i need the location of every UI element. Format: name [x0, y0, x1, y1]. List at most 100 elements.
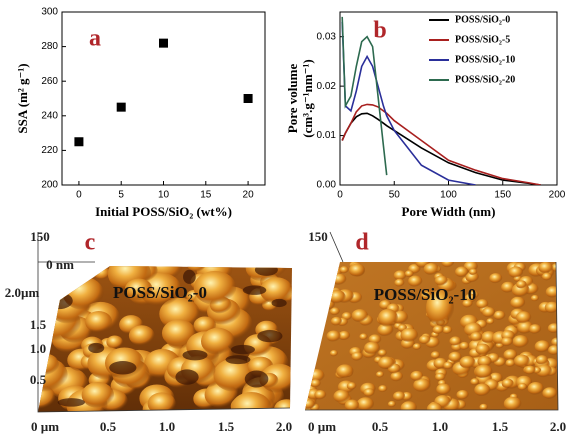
- afm-shadow: [255, 264, 278, 276]
- afm-grain: [187, 257, 206, 272]
- afm-grain: [529, 324, 541, 334]
- x-tick-label: 10: [158, 190, 170, 201]
- afm-shadow: [245, 370, 269, 387]
- x-tick-label: 0: [76, 190, 82, 201]
- legend-label: POSS/SiO₂-10: [455, 54, 515, 65]
- afm-shadow: [243, 285, 267, 295]
- afm-grain: [364, 388, 375, 397]
- x-tick-label: 2.0: [276, 419, 292, 434]
- series-line: [342, 22, 475, 185]
- afm-grain: [435, 373, 445, 381]
- afm-grain: [460, 356, 476, 369]
- afm-grain: [538, 262, 553, 274]
- x-tick-label: 20: [243, 190, 255, 201]
- data-point: [244, 94, 253, 103]
- y-tick-label: 0.00: [317, 180, 337, 191]
- data-point: [117, 103, 126, 112]
- afm-grain: [548, 345, 561, 355]
- sample-label: POSS/SiO₂-10: [374, 285, 476, 304]
- afm-grain: [475, 365, 492, 379]
- afm-grain: [148, 392, 176, 415]
- afm-shadow: [183, 350, 208, 360]
- afm-grain: [479, 404, 487, 411]
- y-axis-label: Pore volume: [285, 64, 300, 134]
- afm-grain: [329, 290, 346, 303]
- afm-grain: [545, 302, 560, 314]
- afm-grain: [327, 330, 341, 341]
- afm-grain: [476, 299, 488, 309]
- afm-grain: [94, 267, 110, 280]
- afm-shadow: [226, 355, 251, 364]
- afm-shadow: [231, 345, 255, 354]
- sample-label: POSS/SiO₂-0: [113, 283, 207, 302]
- data-point: [159, 39, 168, 48]
- x-axis-label: Initial POSS/SiO₂ (wt%): [95, 204, 232, 219]
- afm-grain: [433, 325, 444, 334]
- afm-grain: [345, 400, 360, 412]
- series-line: [342, 113, 541, 185]
- afm-grain: [548, 323, 561, 333]
- y-tick-label: 200: [41, 180, 58, 191]
- afm-grain: [524, 365, 535, 374]
- afm-grain: [201, 328, 235, 355]
- afm-grain: [324, 264, 337, 274]
- afm-grain: [388, 401, 396, 407]
- y-tick-label: 300: [41, 7, 58, 18]
- afm-grain: [311, 299, 325, 310]
- afm-grain: [424, 263, 439, 275]
- y-tick-label: 0.03: [317, 31, 337, 42]
- afm-grain: [531, 295, 539, 302]
- afm-grain: [502, 379, 514, 389]
- afm-grain: [400, 328, 418, 342]
- afm-shadow: [88, 343, 104, 353]
- afm-grain: [536, 355, 548, 365]
- afm-grain: [431, 351, 441, 359]
- afm-grain: [482, 307, 495, 317]
- legend-label: POSS/SiO₂-0: [455, 14, 510, 25]
- y-tick-label: 280: [41, 41, 58, 52]
- panel-label: c: [85, 230, 96, 256]
- afm-grain: [419, 335, 431, 344]
- afm-grain: [302, 264, 312, 272]
- afm-grain: [449, 352, 462, 363]
- afm-grain: [476, 344, 490, 356]
- afm-grain: [504, 397, 522, 411]
- x-tick-label: 0 µm: [31, 419, 59, 434]
- afm-grain: [318, 271, 335, 285]
- afm-shadow: [272, 299, 287, 307]
- series-line: [342, 104, 541, 185]
- afm-grain: [314, 390, 326, 400]
- x-tick-label: 2.0: [550, 419, 566, 434]
- legend-label: POSS/SiO₂-5: [455, 34, 510, 45]
- afm-grain: [456, 390, 468, 400]
- afm-grain: [302, 291, 312, 299]
- x-tick-label: 1.0: [159, 419, 175, 434]
- afm-grain: [301, 382, 310, 389]
- x-tick-label: 50: [389, 190, 401, 201]
- y-tick-label: 0.02: [317, 81, 337, 92]
- afm-shadow: [175, 369, 198, 384]
- afm-grain: [442, 257, 455, 267]
- afm-grain: [486, 318, 494, 324]
- afm-grain: [455, 267, 469, 278]
- y-axis-label: SSA (m² g⁻¹): [15, 63, 30, 133]
- afm-grain: [307, 318, 321, 329]
- afm-grain: [333, 390, 349, 403]
- y-tick-label: 240: [41, 110, 58, 121]
- afm-grain: [302, 399, 315, 409]
- z-tick-label: 150: [30, 229, 50, 244]
- afm-grain: [274, 399, 299, 419]
- afm-grain: [347, 382, 357, 390]
- afm-grain: [401, 401, 417, 414]
- afm-grain: [310, 298, 322, 308]
- x-tick-label: 200: [549, 190, 566, 201]
- afm-grain: [501, 337, 513, 346]
- x-tick-label: 0: [337, 190, 343, 201]
- afm-grain: [528, 382, 544, 395]
- panel-label: d: [355, 230, 369, 256]
- x-tick-label: 150: [494, 190, 511, 201]
- afm-shadow: [58, 398, 85, 407]
- afm-grain: [505, 359, 515, 367]
- afm-grain: [300, 261, 317, 274]
- y-tick-label: 2.0µm: [5, 285, 40, 300]
